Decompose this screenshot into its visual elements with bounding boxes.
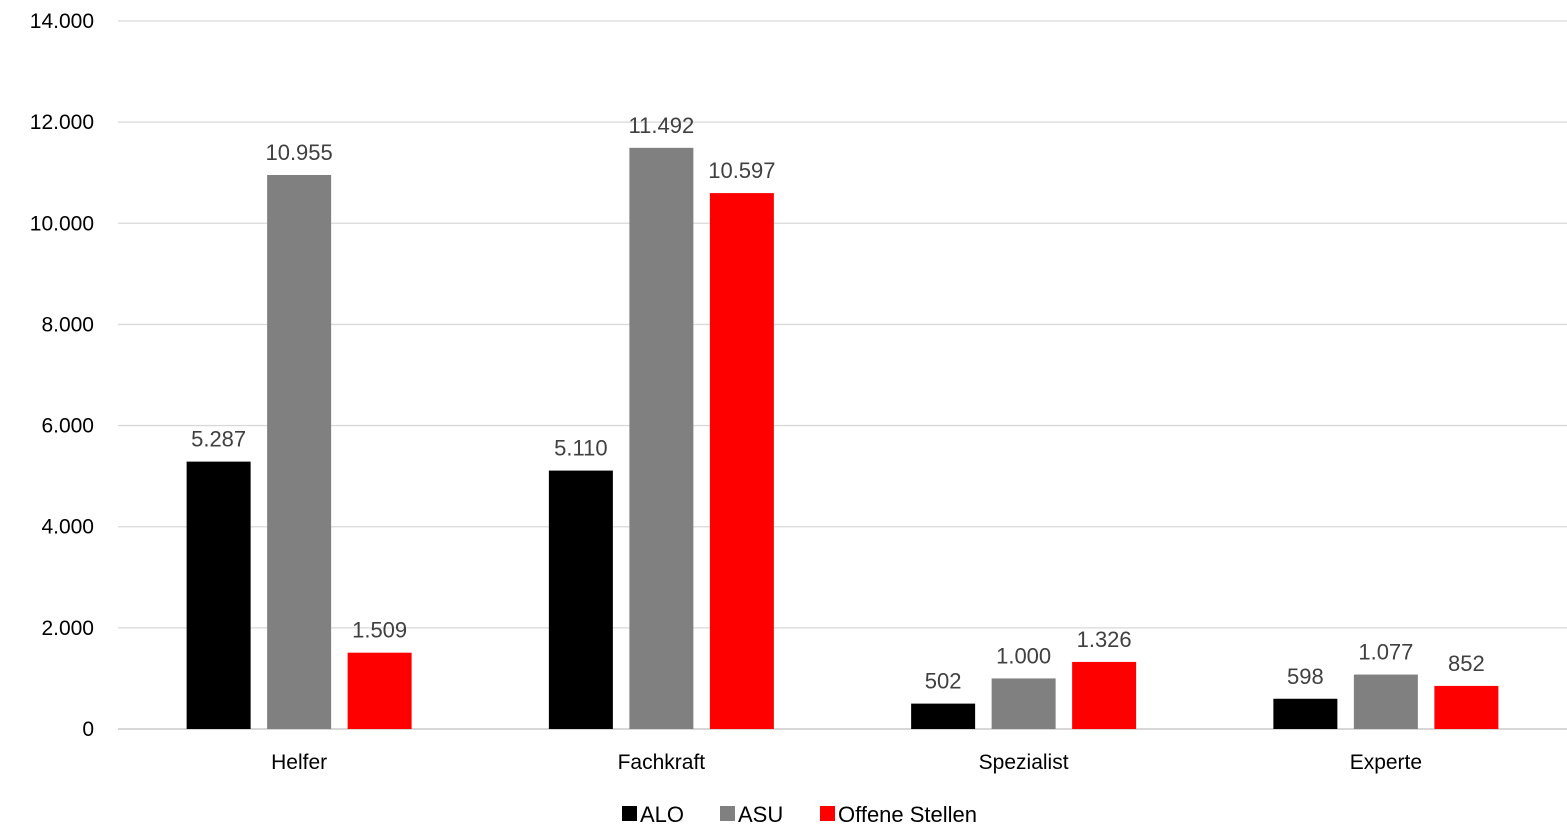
legend-swatch-asu (720, 806, 735, 821)
x-tick-label-helfer: Helfer (271, 751, 327, 774)
x-axis: Helfer Fachkraft Spezialist Experte (271, 751, 1422, 774)
data-label: 502 (925, 669, 962, 694)
legend: ALO ASU Offene Stellen (622, 802, 977, 827)
bar-offene-stellen-fachkraft (709, 193, 774, 729)
y-tick-label: 8.000 (41, 313, 94, 336)
data-label: 5.287 (191, 427, 246, 452)
data-label: 5.110 (554, 436, 607, 461)
y-tick-label: 4.000 (41, 516, 94, 539)
y-tick-label: 12.000 (30, 111, 94, 134)
bar-alo-fachkraft (548, 470, 613, 729)
data-label: 1.077 (1358, 640, 1413, 665)
gridlines (118, 20, 1567, 730)
bar-asu-experte (1353, 674, 1418, 729)
y-tick-label: 6.000 (41, 415, 94, 438)
legend-label-offene-stellen: Offene Stellen (838, 802, 977, 827)
y-tick-label: 0 (82, 718, 94, 741)
legend-swatch-alo (622, 806, 637, 821)
bar-alo-experte (1273, 698, 1338, 729)
bar-alo-helfer (186, 461, 251, 729)
data-label: 10.597 (708, 158, 775, 183)
data-label: 1.000 (996, 643, 1051, 668)
x-tick-label-fachkraft: Fachkraft (618, 751, 706, 774)
bar-offene-stellen-helfer (347, 652, 412, 729)
bar-offene-stellen-experte (1434, 685, 1499, 729)
bar-asu-spezialist (991, 678, 1056, 729)
data-label: 1.326 (1077, 627, 1132, 652)
bar-asu-fachkraft (629, 147, 694, 730)
y-tick-label: 2.000 (41, 617, 94, 640)
data-label: 11.492 (629, 113, 695, 138)
data-label: 10.955 (265, 140, 332, 165)
data-label: 1.509 (352, 618, 407, 643)
bar-offene-stellen-spezialist (1072, 661, 1137, 729)
bars (186, 147, 1499, 730)
legend-swatch-offene-stellen (820, 806, 835, 821)
data-labels: 5.287 10.955 1.509 5.110 11.492 10.597 502 1.00… (191, 113, 1485, 694)
bar-asu-helfer (267, 174, 332, 730)
legend-label-asu: ASU (738, 802, 783, 827)
x-tick-label-spezialist: Spezialist (979, 751, 1069, 774)
legend-label-alo: ALO (640, 802, 684, 827)
x-tick-label-experte: Experte (1350, 751, 1422, 774)
y-tick-label: 14.000 (30, 10, 94, 33)
data-label: 852 (1448, 651, 1485, 676)
y-tick-label: 10.000 (30, 212, 94, 235)
data-label: 598 (1287, 664, 1324, 689)
bar-alo-spezialist (911, 703, 976, 729)
y-axis: 0 2.000 4.000 6.000 8.000 10.000 12.000 14.000 (30, 10, 94, 741)
